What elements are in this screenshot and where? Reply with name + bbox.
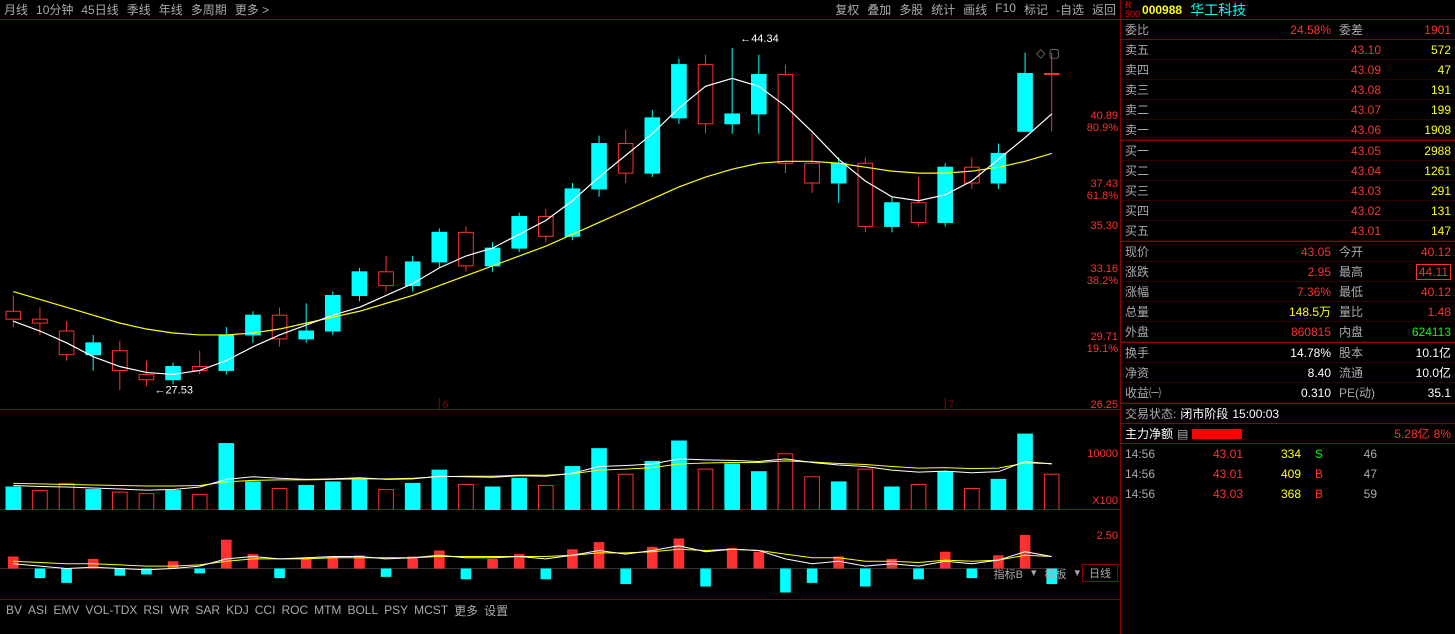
- menu-item[interactable]: 月线: [4, 1, 28, 18]
- indicator-tab[interactable]: MCST: [414, 603, 448, 617]
- tick-row: 14:5643.01334S46: [1121, 444, 1455, 464]
- net-flow-bar: [1192, 429, 1242, 439]
- indicator-tab[interactable]: RSI: [143, 603, 163, 617]
- stock-code: 000988: [1142, 3, 1182, 17]
- menu-item[interactable]: 画线: [963, 1, 987, 18]
- order-row: 买一43.052988: [1121, 141, 1455, 161]
- menu-item[interactable]: 多周期: [191, 1, 227, 18]
- indicator-tab[interactable]: CCI: [255, 603, 276, 617]
- tick-row: 14:5643.01409B47: [1121, 464, 1455, 484]
- bottom-status: 指标B▾ 模板▾: [994, 566, 1080, 582]
- net-flow-row: 主力净额 ▤ 5.28亿 8%: [1121, 424, 1455, 444]
- menu-item[interactable]: 多股: [899, 1, 923, 18]
- commit-ratio-row: 委比 24.58% 委差 1901: [1121, 20, 1455, 40]
- menu-item[interactable]: 10分钟: [36, 1, 73, 18]
- svg-text:7: 7: [948, 399, 954, 410]
- indicator-tab[interactable]: ASI: [28, 603, 47, 617]
- menu-item[interactable]: F10: [995, 1, 1016, 18]
- volume-chart[interactable]: 10000 X100: [0, 410, 1120, 510]
- order-row: 卖四43.0947: [1121, 60, 1455, 80]
- menu-item[interactable]: 年线: [159, 1, 183, 18]
- timeline-button[interactable]: 日线: [1082, 564, 1118, 582]
- indicator-tab[interactable]: KDJ: [226, 603, 249, 617]
- indicator-tab[interactable]: WR: [169, 603, 189, 617]
- info-row: 净资8.40流通10.0亿: [1121, 363, 1455, 383]
- svg-text:←27.53: ←27.53: [154, 385, 193, 397]
- order-row: 买二43.041261: [1121, 161, 1455, 181]
- menu-item[interactable]: 更多: [235, 1, 269, 18]
- indicator-tab[interactable]: SAR: [195, 603, 220, 617]
- indicator-tab[interactable]: VOL-TDX: [85, 603, 137, 617]
- info-row: 外盘860815内盘624113: [1121, 322, 1455, 342]
- indicator-tab[interactable]: EMV: [53, 603, 79, 617]
- menu-item[interactable]: -自选: [1056, 1, 1084, 18]
- menu-item[interactable]: 标记: [1024, 1, 1048, 18]
- volume-axis-unit: X100: [1092, 495, 1118, 507]
- trade-status-row: 交易状态: 闭市阶段 15:00:03: [1121, 404, 1455, 424]
- indicator-chart[interactable]: 2.50: [0, 510, 1120, 600]
- order-row: 买三43.03291: [1121, 181, 1455, 201]
- svg-text:6: 6: [442, 399, 448, 410]
- info-row: 收益㈠0.310PE(动)35.1: [1121, 383, 1455, 403]
- menu-item[interactable]: 45日线: [81, 1, 118, 18]
- svg-text:←44.34: ←44.34: [740, 33, 779, 45]
- menu-item[interactable]: 叠加: [867, 1, 891, 18]
- indicator-tab[interactable]: MTM: [314, 603, 341, 617]
- menu-item[interactable]: 返回: [1092, 1, 1116, 18]
- volume-axis-label: 10000: [1087, 448, 1118, 460]
- indicator-tab[interactable]: BOLL: [347, 603, 378, 617]
- order-row: 买四43.02131: [1121, 201, 1455, 221]
- menu-item[interactable]: 季线: [127, 1, 151, 18]
- quote-panel: R500 000988 华工科技 委比 24.58% 委差 1901 卖五43.…: [1120, 0, 1455, 634]
- indicator-tab[interactable]: 更多: [454, 602, 478, 619]
- info-row: 涨跌2.95最高44.11: [1121, 262, 1455, 282]
- indicator-tab[interactable]: BV: [6, 603, 22, 617]
- stock-name: 华工科技: [1190, 0, 1246, 20]
- info-row: 总量148.5万量比1.48: [1121, 302, 1455, 322]
- order-row: 卖一43.061908: [1121, 120, 1455, 140]
- order-row: 卖三43.08191: [1121, 80, 1455, 100]
- indicator-selector-bar: BV ASI EMV VOL-TDX RSI WR SAR KDJ CCI ROC MTM BOLL P…: [0, 600, 1120, 620]
- indicator-axis-label: 2.50: [1097, 530, 1118, 542]
- info-row: 涨幅7.36%最低40.12: [1121, 282, 1455, 302]
- top-menu: 月线 10分钟 45日线季线年线多周期更多 复权叠加多股统计画线 F10 标记 -自选返回: [0, 0, 1120, 20]
- order-row: 买五43.01147: [1121, 221, 1455, 241]
- tick-row: 14:5643.03368B59: [1121, 484, 1455, 504]
- indicator-tab[interactable]: ROC: [281, 603, 308, 617]
- menu-item[interactable]: 统计: [931, 1, 955, 18]
- chart-tools-icon[interactable]: ◇ ▢: [1036, 46, 1060, 60]
- indicator-tab[interactable]: PSY: [384, 603, 408, 617]
- indicator-tab[interactable]: 设置: [484, 602, 508, 619]
- info-row: 现价43.05今开40.12: [1121, 242, 1455, 262]
- info-row: 换手14.78%股本10.1亿: [1121, 343, 1455, 363]
- candlestick-chart[interactable]: ←27.53←44.3467 40.8980.9%37.4361.8%35.30…: [0, 20, 1120, 410]
- order-row: 卖二43.07199: [1121, 100, 1455, 120]
- menu-item[interactable]: 复权: [835, 1, 859, 18]
- stock-header: R500 000988 华工科技: [1121, 0, 1455, 20]
- order-row: 卖五43.10572: [1121, 40, 1455, 60]
